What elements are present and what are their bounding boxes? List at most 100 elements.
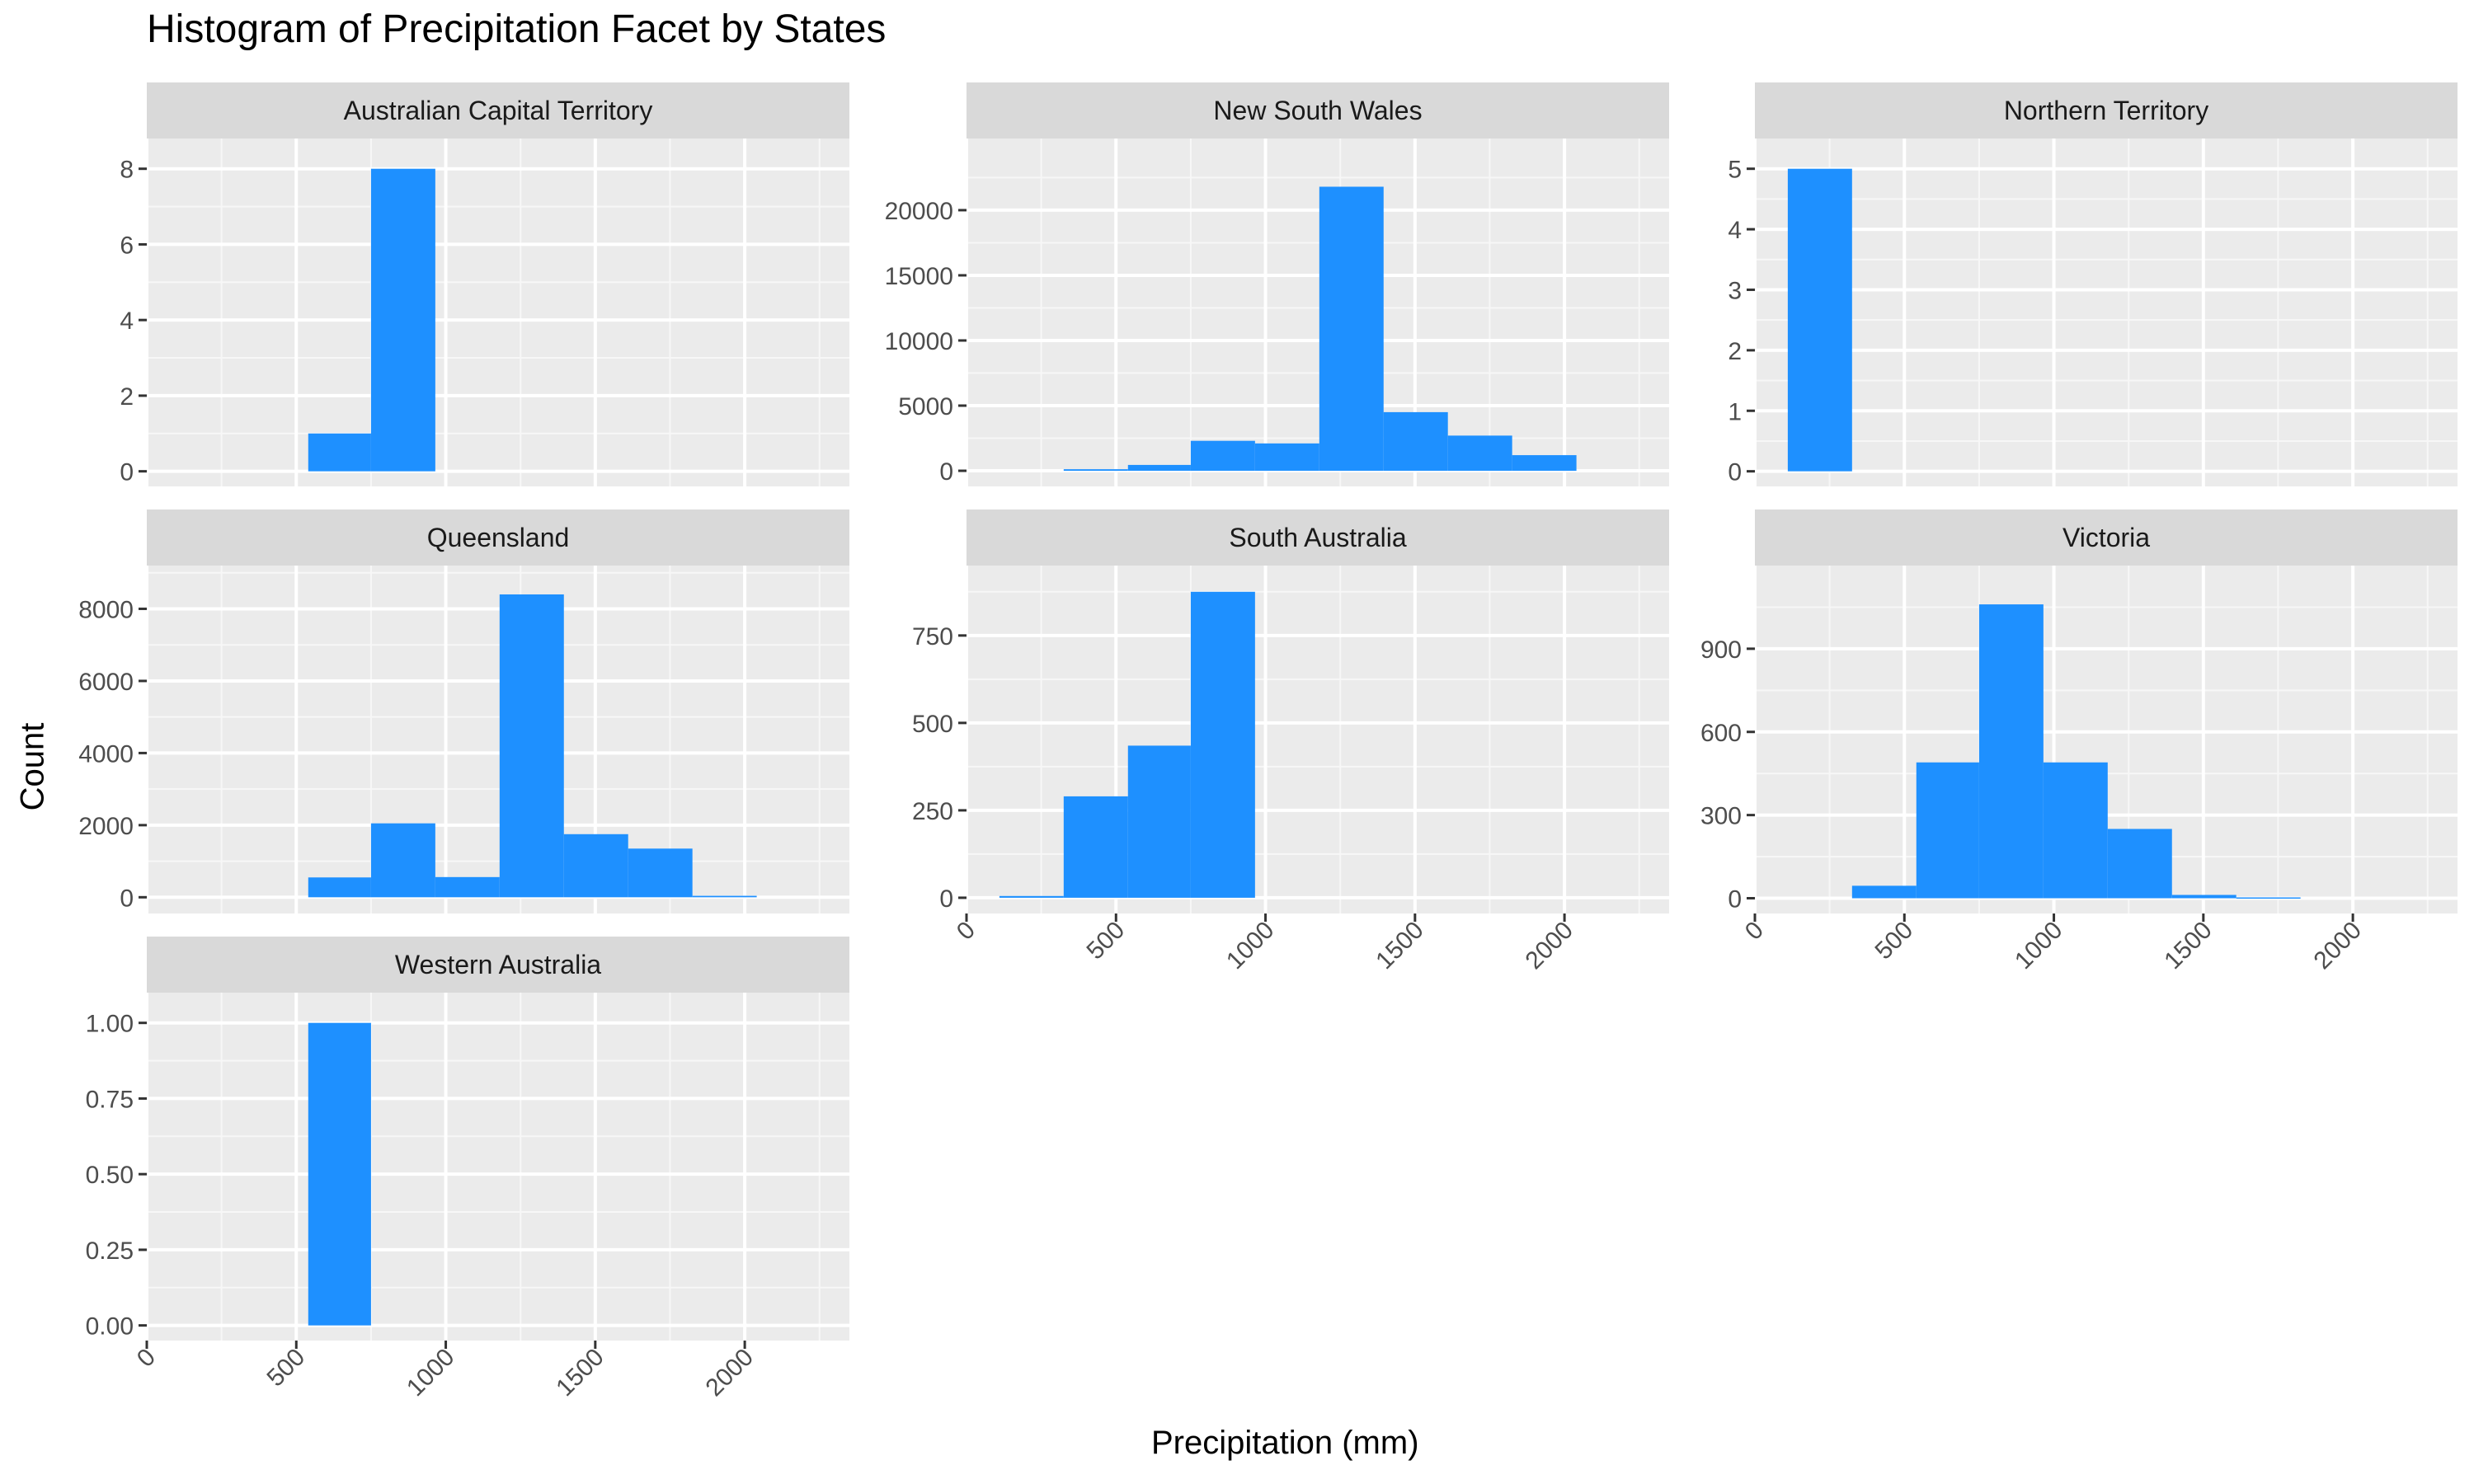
histogram-bar [370,823,435,898]
histogram-bar [1127,745,1191,898]
y-tick-label: 250 [912,798,953,825]
y-tick-label: 300 [1700,803,1742,830]
x-axis-label: Precipitation (mm) [1151,1425,1419,1461]
y-tick-label: 600 [1700,720,1742,747]
y-tick-label: 2000 [78,813,134,840]
histogram-bar [308,1022,371,1326]
y-tick-label: 15000 [885,263,953,290]
y-tick-label: 4000 [78,740,134,768]
facet-panel-new-south-wales: New South Wales 0 5000 10000 15000 20000 [885,82,1669,486]
histogram-bar [1127,464,1191,472]
panel-background [147,993,849,1341]
y-tick-label: 2 [1728,338,1742,365]
y-tick-label: 1.00 [86,1011,134,1038]
histogram-bar [435,876,500,898]
histogram-bar [2043,762,2108,899]
facet-strip [1755,510,2458,566]
panel-background [967,139,1669,486]
y-tick-label: 0.25 [86,1237,134,1265]
y-tick-label: 0 [939,458,953,486]
y-tick-label: 750 [912,623,953,650]
y-tick-label: 0.00 [86,1313,134,1341]
x-tick-label: 2000 [1521,917,1579,975]
y-tick-label: 0 [939,885,953,913]
x-tick-label: 2000 [701,1344,760,1402]
facet-strip [147,82,849,139]
facet-strip-label: Australian Capital Territory [344,96,653,125]
y-tick-label: 4 [120,308,134,335]
x-tick-label: 500 [1870,917,1918,965]
histogram-bar [1851,885,1917,899]
histogram-bar [1319,186,1384,472]
y-tick-label: 3 [1728,277,1742,304]
y-tick-label: 0 [120,885,134,912]
histogram-bar [1787,168,1852,472]
y-tick-label: 4 [1728,217,1742,244]
y-tick-label: 8 [120,157,134,184]
histogram-bar [308,433,371,472]
y-tick-label: 8000 [78,596,134,623]
facet-panel-northern-territory: Northern Territory 0 1 2 3 4 5 [1728,82,2458,486]
panel-background [147,566,849,913]
histogram-bar [2236,897,2301,899]
y-tick-label: 500 [912,711,953,738]
facet-strip-label: Northern Territory [2004,96,2208,125]
histogram-bar [1254,443,1319,472]
panel-background [147,139,849,486]
chart-title: Histogram of Precipitation Facet by Stat… [147,7,887,51]
y-tick-label: 2 [120,383,134,411]
facet-strip-label: Queensland [427,523,570,552]
histogram-bar [1383,411,1448,472]
y-tick-label: 900 [1700,636,1742,664]
histogram-bar [1916,762,1979,899]
facet-strip [147,937,849,993]
x-tick-label: 2000 [2309,917,2368,975]
facet-panel-queensland: Queensland 0 2000 4000 6000 8000 [78,510,849,913]
facet-strip-label: New South Wales [1213,96,1422,125]
x-tick-label: 500 [1081,917,1130,965]
histogram-bar [370,168,435,472]
y-tick-label: 6000 [78,669,134,696]
y-tick-label: 20000 [885,198,953,225]
y-tick-label: 0 [1728,459,1742,486]
x-tick-label: 1500 [1371,917,1429,975]
x-tick-label: 500 [261,1344,310,1392]
facet-strip [147,510,849,566]
facet-strip [1755,82,2458,139]
x-tick-label: 1500 [551,1344,609,1402]
facet-strip [967,82,1669,139]
x-tick-label: 1000 [402,1344,460,1402]
y-tick-label: 1 [1728,398,1742,425]
y-tick-label: 0.75 [86,1086,134,1113]
facet-strip-label: South Australia [1229,523,1406,552]
y-tick-label: 10000 [885,328,953,355]
histogram-bar [1190,591,1255,898]
histogram-bar [999,895,1064,898]
x-tick-label: 1500 [2159,917,2218,975]
x-tick-label: 1000 [2010,917,2068,975]
histogram-bar [1512,455,1577,472]
y-tick-label: 5000 [898,393,953,420]
facet-strip-label: Western Australia [395,950,601,979]
facet-panel-australian-capital-territory: Australian Capital Territory 0 2 4 6 8 [120,82,849,486]
histogram-bar [2171,895,2236,899]
histogram-bar [563,834,628,898]
y-axis-label: Count [14,722,51,811]
y-tick-label: 5 [1728,157,1742,184]
histogram-bar [1447,435,1512,472]
histogram-bar [308,877,371,898]
panel-background [1755,139,2458,486]
x-tick-label: 1000 [1221,917,1280,975]
histogram-bar [1978,604,2044,899]
histogram-bar [1063,469,1128,472]
histogram-bar [1063,796,1128,898]
histogram-bar [499,594,564,898]
y-tick-label: 0.50 [86,1162,134,1189]
histogram-bar [2107,829,2172,899]
y-tick-label: 0 [1728,886,1742,913]
